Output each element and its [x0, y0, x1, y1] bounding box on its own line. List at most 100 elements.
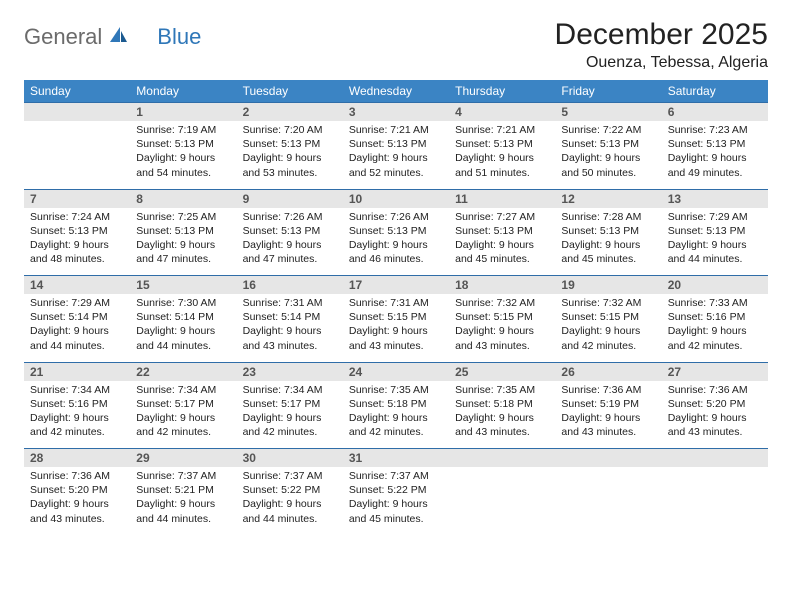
calendar-table: SundayMondayTuesdayWednesdayThursdayFrid…: [24, 80, 768, 535]
daylight-line: Daylight: 9 hours and 43 minutes.: [561, 412, 640, 438]
sunset-line: Sunset: 5:14 PM: [30, 311, 108, 323]
sunset-line: Sunset: 5:15 PM: [561, 311, 639, 323]
sunrise-line: Sunrise: 7:37 AM: [243, 470, 323, 482]
sunset-line: Sunset: 5:15 PM: [455, 311, 533, 323]
day-number-cell: [555, 449, 661, 468]
daylight-line: Daylight: 9 hours and 42 minutes.: [349, 412, 428, 438]
sunset-line: Sunset: 5:13 PM: [455, 225, 533, 237]
sunset-line: Sunset: 5:13 PM: [668, 138, 746, 150]
day-number-cell: 4: [449, 103, 555, 122]
day-number-cell: 7: [24, 189, 130, 208]
day-body-cell: Sunrise: 7:22 AMSunset: 5:13 PMDaylight:…: [555, 121, 661, 189]
day-number-cell: 22: [130, 362, 236, 381]
sunrise-line: Sunrise: 7:31 AM: [349, 297, 429, 309]
day-number-cell: 9: [237, 189, 343, 208]
weekday-header-cell: Monday: [130, 80, 236, 103]
daylight-line: Daylight: 9 hours and 43 minutes.: [30, 498, 109, 524]
day-number-row: 14151617181920: [24, 276, 768, 295]
weekday-header-cell: Wednesday: [343, 80, 449, 103]
day-body-cell: Sunrise: 7:25 AMSunset: 5:13 PMDaylight:…: [130, 208, 236, 276]
weekday-header-cell: Tuesday: [237, 80, 343, 103]
day-body-cell: Sunrise: 7:35 AMSunset: 5:18 PMDaylight:…: [449, 381, 555, 449]
daylight-line: Daylight: 9 hours and 48 minutes.: [30, 239, 109, 265]
sunset-line: Sunset: 5:16 PM: [668, 311, 746, 323]
day-number-cell: 27: [662, 362, 768, 381]
daylight-line: Daylight: 9 hours and 42 minutes.: [30, 412, 109, 438]
daylight-line: Daylight: 9 hours and 54 minutes.: [136, 152, 215, 178]
sunset-line: Sunset: 5:20 PM: [30, 484, 108, 496]
day-body-cell: Sunrise: 7:37 AM Sunset: 5:22 PM Daylight:…: [237, 467, 343, 535]
day-number-row: 123456: [24, 103, 768, 122]
sunset-line: Sunset: 5:13 PM: [455, 138, 533, 150]
day-number-cell: 1: [130, 103, 236, 122]
daylight-line: Daylight: 9 hours and 45 minutes.: [349, 498, 428, 524]
sunrise-line: Sunrise: 7:29 AM: [30, 297, 110, 309]
sunrise-line: Sunrise: 7:22 AM: [561, 124, 641, 136]
day-number-cell: [662, 449, 768, 468]
day-body-cell: Sunrise: 7:24 AMSunset: 5:13 PMDaylight:…: [24, 208, 130, 276]
day-body-cell: Sunrise: 7:37 AMSunset: 5:21 PMDaylight:…: [130, 467, 236, 535]
day-number-cell: 6: [662, 103, 768, 122]
day-number-cell: 21: [24, 362, 130, 381]
daylight-line: Daylight: 9 hours and 47 minutes.: [136, 239, 215, 265]
day-number-cell: 14: [24, 276, 130, 295]
sunset-line: Sunset: 5:20 PM: [668, 398, 746, 410]
day-number-cell: 11: [449, 189, 555, 208]
daylight-line: Daylight: 9 hours and 45 minutes.: [455, 239, 534, 265]
day-body-row: Sunrise: 7:19 AMSunset: 5:13 PMDaylight:…: [24, 121, 768, 189]
logo-text-general: General: [24, 24, 102, 50]
sunrise-line: Sunrise: 7:21 AM: [455, 124, 535, 136]
day-body-cell: Sunrise: 7:32 AM Sunset: 5:15 PM Daylight:…: [449, 294, 555, 362]
day-number-cell: 26: [555, 362, 661, 381]
sunset-line: Sunset: 5:13 PM: [30, 225, 108, 237]
weekday-header-cell: Thursday: [449, 80, 555, 103]
title-block: December 2025 Ouenza, Tebessa, Algeria: [555, 18, 768, 72]
daylight-line: Daylight: 9 hours and 43 minutes.: [349, 325, 428, 351]
day-body-cell: Sunrise: 7:29 AM Sunset: 5:14 PM Daylight:…: [24, 294, 130, 362]
sunset-line: Sunset: 5:13 PM: [243, 138, 321, 150]
weekday-header-cell: Sunday: [24, 80, 130, 103]
daylight-line: Daylight: 9 hours and 49 minutes.: [668, 152, 747, 178]
day-number-cell: 16: [237, 276, 343, 295]
daylight-line: Daylight: 9 hours and 42 minutes.: [136, 412, 215, 438]
day-body-cell: Sunrise: 7:19 AMSunset: 5:13 PMDaylight:…: [130, 121, 236, 189]
daylight-line: Daylight: 9 hours and 44 minutes.: [243, 498, 322, 524]
sunset-line: Sunset: 5:13 PM: [561, 225, 639, 237]
day-body-cell: Sunrise: 7:34 AMSunset: 5:17 PMDaylight:…: [130, 381, 236, 449]
daylight-line: Daylight: 9 hours and 43 minutes.: [455, 325, 534, 351]
sunrise-line: Sunrise: 7:26 AM: [349, 211, 429, 223]
logo-sail-icon: [107, 25, 129, 50]
day-body-cell: [449, 467, 555, 535]
logo-text-blue: Blue: [157, 24, 201, 50]
sunrise-line: Sunrise: 7:35 AM: [349, 384, 429, 396]
sunrise-line: Sunrise: 7:37 AM: [349, 470, 429, 482]
day-number-cell: 12: [555, 189, 661, 208]
day-number-cell: 17: [343, 276, 449, 295]
day-body-row: Sunrise: 7:36 AMSunset: 5:20 PMDaylight:…: [24, 467, 768, 535]
day-body-cell: [555, 467, 661, 535]
daylight-line: Daylight: 9 hours and 43 minutes.: [668, 412, 747, 438]
sunrise-line: Sunrise: 7:34 AM: [30, 384, 110, 396]
sunrise-line: Sunrise: 7:21 AM: [349, 124, 429, 136]
day-body-cell: Sunrise: 7:33 AMSunset: 5:16 PMDaylight:…: [662, 294, 768, 362]
day-number-cell: 5: [555, 103, 661, 122]
day-body-row: Sunrise: 7:34 AMSunset: 5:16 PMDaylight:…: [24, 381, 768, 449]
sunset-line: Sunset: 5:13 PM: [668, 225, 746, 237]
daylight-line: Daylight: 9 hours and 45 minutes.: [561, 239, 640, 265]
sunset-line: Sunset: 5:22 PM: [243, 484, 321, 496]
sunset-line: Sunset: 5:13 PM: [136, 138, 214, 150]
sunset-line: Sunset: 5:15 PM: [349, 311, 427, 323]
day-number-cell: 28: [24, 449, 130, 468]
day-number-cell: [24, 103, 130, 122]
sunset-line: Sunset: 5:13 PM: [136, 225, 214, 237]
day-body-row: Sunrise: 7:29 AM Sunset: 5:14 PM Daylight:…: [24, 294, 768, 362]
day-body-cell: Sunrise: 7:36 AMSunset: 5:19 PMDaylight:…: [555, 381, 661, 449]
sunset-line: Sunset: 5:14 PM: [243, 311, 321, 323]
sunrise-line: Sunrise: 7:20 AM: [243, 124, 323, 136]
sunset-line: Sunset: 5:18 PM: [455, 398, 533, 410]
daylight-line: Daylight: 9 hours and 50 minutes.: [561, 152, 640, 178]
sunrise-line: Sunrise: 7:23 AM: [668, 124, 748, 136]
daylight-line: Daylight: 9 hours and 44 minutes.: [30, 325, 109, 351]
day-number-cell: 13: [662, 189, 768, 208]
sunrise-line: Sunrise: 7:32 AM: [455, 297, 535, 309]
